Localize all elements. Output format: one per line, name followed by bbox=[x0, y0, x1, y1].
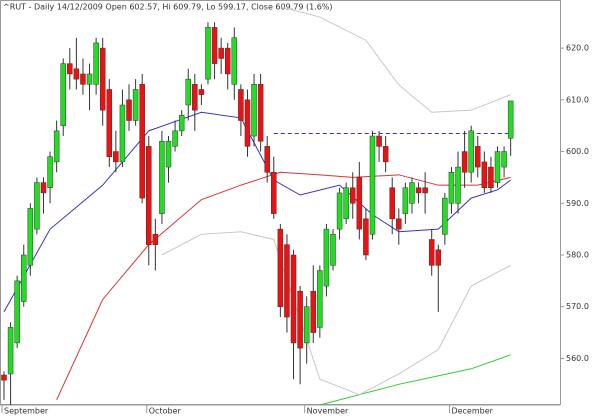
candle-body bbox=[244, 99, 251, 147]
overlay-line bbox=[161, 231, 511, 396]
x-tick-label: September bbox=[4, 407, 49, 416]
candle-body bbox=[428, 239, 435, 266]
candle-body bbox=[93, 42, 99, 85]
candle-body bbox=[455, 166, 461, 204]
candle-body bbox=[113, 151, 119, 163]
candle-body bbox=[415, 187, 422, 194]
candle-body bbox=[389, 187, 395, 220]
candle-body bbox=[284, 244, 290, 318]
overlay-line bbox=[56, 171, 511, 401]
candle-body bbox=[349, 187, 356, 204]
candle-body bbox=[330, 234, 336, 266]
y-tick-label: 610.0 bbox=[566, 95, 589, 104]
candle-body bbox=[132, 89, 139, 121]
candle-body bbox=[172, 130, 178, 147]
candle-body bbox=[343, 187, 349, 220]
candle-body bbox=[67, 63, 73, 75]
candle-body bbox=[501, 151, 507, 168]
x-tick-label: November bbox=[307, 407, 349, 416]
candle-body bbox=[178, 115, 185, 132]
candle-body bbox=[218, 47, 224, 59]
overlay-line bbox=[3, 111, 511, 313]
y-tick-label: 570.0 bbox=[566, 302, 589, 311]
candle-body bbox=[34, 182, 40, 230]
candle-body bbox=[303, 306, 310, 344]
candle-body bbox=[1, 374, 7, 381]
candle-body bbox=[317, 270, 323, 328]
candle-body bbox=[323, 228, 330, 287]
candle-body bbox=[152, 234, 159, 245]
candle-body bbox=[376, 135, 382, 147]
candle-body bbox=[468, 130, 474, 173]
candle-body bbox=[40, 182, 47, 194]
candle-body bbox=[192, 84, 198, 111]
candle-body bbox=[165, 140, 172, 168]
overlay-line bbox=[280, 6, 511, 113]
candle-body bbox=[277, 228, 284, 307]
candle-body bbox=[126, 99, 132, 121]
candle-body bbox=[7, 327, 14, 375]
candle-body bbox=[336, 192, 343, 230]
candle-body bbox=[231, 37, 238, 85]
candle-body bbox=[422, 187, 428, 194]
candle-body bbox=[47, 156, 53, 189]
candle-body bbox=[409, 182, 415, 204]
candle-body bbox=[396, 218, 402, 230]
candle-body bbox=[99, 47, 106, 111]
candle-body bbox=[310, 290, 317, 333]
candle-body bbox=[86, 73, 93, 85]
candle-body bbox=[290, 254, 297, 344]
y-tick-label: 600.0 bbox=[566, 147, 589, 156]
y-tick-label: 590.0 bbox=[566, 199, 589, 208]
candle-body bbox=[185, 78, 191, 106]
candle-body bbox=[507, 100, 514, 139]
x-tick-label: October bbox=[149, 407, 182, 416]
candle-body bbox=[475, 146, 481, 168]
candle-body bbox=[448, 171, 455, 204]
candle-body bbox=[159, 140, 165, 214]
candle-body bbox=[73, 68, 80, 80]
candle-body bbox=[20, 254, 27, 302]
candle-body bbox=[205, 27, 211, 80]
candle-body bbox=[139, 84, 145, 199]
y-tick-label: 560.0 bbox=[566, 354, 589, 363]
candle-body bbox=[60, 63, 66, 126]
y-tick-label: 580.0 bbox=[566, 251, 589, 260]
candle-body bbox=[211, 27, 218, 64]
candle-body bbox=[80, 73, 86, 85]
candle-body bbox=[27, 208, 34, 266]
candle-body bbox=[198, 89, 205, 95]
candle-body bbox=[461, 151, 468, 173]
candle-body bbox=[488, 166, 494, 189]
candle-body bbox=[238, 89, 244, 121]
candle-body bbox=[146, 146, 152, 245]
candle-body bbox=[264, 146, 270, 173]
plot-frame bbox=[0, 0, 561, 405]
candle-body bbox=[257, 84, 264, 142]
candle-body bbox=[363, 218, 369, 256]
candle-body bbox=[382, 146, 389, 163]
y-tick-label: 620.0 bbox=[566, 44, 589, 53]
candle-body bbox=[224, 47, 231, 75]
candle-body bbox=[297, 290, 303, 349]
candle-body bbox=[402, 187, 409, 214]
candle-body bbox=[53, 130, 60, 163]
candle-body bbox=[106, 89, 113, 157]
candle-body bbox=[435, 249, 442, 266]
candle-body bbox=[442, 197, 448, 235]
candle-body bbox=[356, 177, 363, 230]
chart-title: ^RUT - Daily 14/12/2009 Open 602.57, Hi … bbox=[3, 3, 333, 12]
candle-body bbox=[14, 280, 20, 344]
candle-body bbox=[494, 151, 501, 183]
x-tick-label: December bbox=[451, 407, 493, 416]
candle-body bbox=[271, 171, 277, 214]
candle-body bbox=[481, 161, 488, 189]
candle-body bbox=[369, 135, 376, 235]
candle-body bbox=[119, 104, 126, 163]
candle-body bbox=[251, 84, 257, 137]
